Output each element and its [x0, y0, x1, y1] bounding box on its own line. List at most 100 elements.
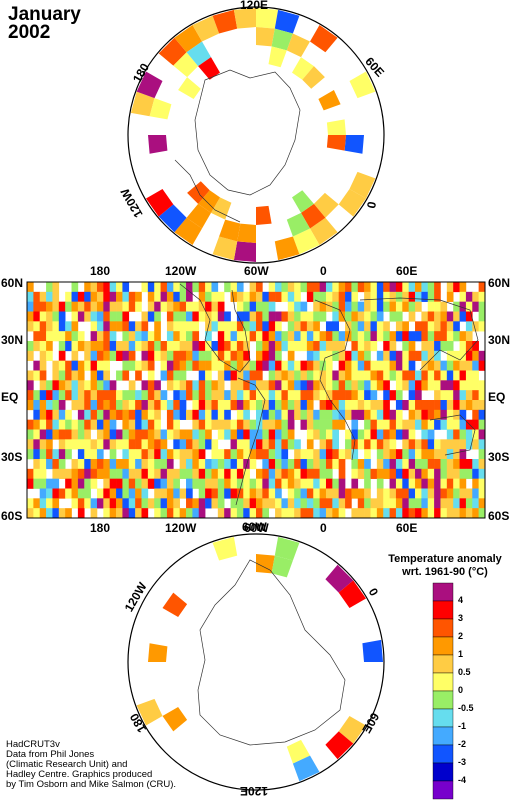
- world-grid-cell: [306, 508, 314, 519]
- world-grid-cell: [256, 380, 263, 391]
- world-grid-cell: [179, 459, 187, 470]
- world-grid-cell: [109, 508, 117, 519]
- lat-label-right-2: EQ: [488, 390, 506, 404]
- world-grid-cell: [459, 478, 467, 489]
- world-grid-cell: [262, 478, 270, 489]
- world-grid-cell: [446, 488, 454, 499]
- polar-grid-cell: [198, 190, 220, 213]
- world-grid-cell: [128, 321, 136, 332]
- world-grid-cell: [287, 400, 295, 411]
- world-grid-cell: [357, 498, 365, 509]
- world-grid-cell: [205, 439, 212, 450]
- world-grid-cell: [173, 370, 180, 381]
- world-grid-cell: [338, 291, 346, 302]
- world-grid-cell: [211, 409, 219, 420]
- world-grid-cell: [357, 360, 365, 371]
- world-grid-cell: [217, 468, 225, 479]
- world-grid-cell: [459, 380, 467, 391]
- world-grid-cell: [281, 370, 289, 381]
- world-grid-cell: [383, 341, 390, 352]
- world-grid-cell: [262, 321, 270, 332]
- world-grid-cell: [90, 439, 98, 450]
- world-grid-cell: [179, 468, 187, 479]
- world-grid-cell: [179, 341, 187, 352]
- world-grid-cell: [147, 498, 155, 509]
- world-grid-cell: [472, 380, 479, 391]
- world-grid-cell: [465, 291, 473, 302]
- world-grid-cell: [186, 360, 193, 371]
- world-grid-cell: [256, 370, 263, 381]
- world-grid-cell: [281, 360, 289, 371]
- world-grid-cell: [46, 488, 53, 499]
- polar-grid-cell: [136, 698, 163, 726]
- world-grid-cell: [459, 350, 467, 361]
- world-grid-cell: [472, 478, 479, 489]
- world-grid-cell: [65, 478, 72, 489]
- world-grid-cell: [459, 341, 467, 352]
- world-grid-cell: [211, 282, 219, 293]
- world-grid-cell: [205, 429, 212, 440]
- legend-tick-label: 1: [458, 649, 464, 659]
- world-grid-cell: [364, 439, 371, 450]
- world-grid-cell: [179, 439, 187, 450]
- world-grid-cell: [46, 439, 53, 450]
- world-grid-cell: [198, 429, 206, 440]
- world-grid-cell: [275, 380, 282, 391]
- world-grid-cell: [128, 478, 136, 489]
- world-grid-cell: [459, 360, 467, 371]
- world-grid-cell: [166, 419, 174, 430]
- legend-swatch: [432, 582, 454, 602]
- world-grid-cell: [453, 409, 460, 420]
- world-grid-cell: [319, 341, 327, 352]
- world-grid-cell: [236, 380, 244, 391]
- world-grid-cell: [71, 429, 79, 440]
- world-grid-cell: [173, 419, 180, 430]
- world-grid-cell: [71, 370, 79, 381]
- world-grid-cell: [179, 301, 187, 312]
- world-grid-cell: [58, 350, 66, 361]
- world-grid-cell: [402, 301, 409, 312]
- world-grid-cell: [154, 419, 161, 430]
- world-grid-cell: [268, 380, 276, 391]
- bottom-lon-label-0: 180: [90, 521, 111, 535]
- world-grid-cell: [294, 341, 301, 352]
- world-grid-cell: [65, 390, 72, 401]
- world-grid-cell: [287, 380, 295, 391]
- world-grid-cell: [313, 311, 320, 322]
- world-grid-cell: [33, 360, 41, 371]
- world-grid-cell: [33, 341, 41, 352]
- world-grid-cell: [287, 321, 295, 332]
- world-grid-cell: [402, 508, 409, 519]
- world-grid-cell: [287, 419, 295, 430]
- world-grid-cell: [332, 291, 339, 302]
- world-grid-cell: [345, 301, 352, 312]
- world-grid-cell: [154, 449, 161, 460]
- world-grid-cell: [478, 350, 486, 361]
- world-grid-cell: [192, 380, 200, 391]
- world-grid-cell: [338, 478, 346, 489]
- world-grid-cell: [300, 370, 308, 381]
- world-grid-cell: [217, 311, 225, 322]
- world-grid-cell: [376, 468, 384, 479]
- world-grid-cell: [275, 360, 282, 371]
- polar-grid-cell: [136, 71, 163, 99]
- world-grid-cell: [332, 478, 339, 489]
- world-grid-cell: [135, 321, 142, 332]
- world-grid-cell: [268, 301, 276, 312]
- world-grid-cell: [408, 508, 416, 519]
- world-grid-cell: [357, 390, 365, 401]
- world-grid-cell: [243, 370, 250, 381]
- bottom-lon-label-3: 0: [320, 521, 327, 535]
- world-grid-cell: [338, 508, 346, 519]
- world-grid-cell: [236, 429, 244, 440]
- world-grid-cell: [103, 341, 110, 352]
- world-grid-cell: [325, 468, 333, 479]
- world-grid-cell: [173, 449, 180, 460]
- world-grid-cell: [52, 282, 60, 293]
- world-grid-cell: [415, 301, 422, 312]
- lat-label-right-1: 30N: [488, 333, 511, 347]
- world-grid-cell: [402, 360, 409, 371]
- world-grid-cell: [84, 400, 91, 411]
- world-grid-cell: [319, 291, 327, 302]
- world-grid-cell: [122, 321, 130, 332]
